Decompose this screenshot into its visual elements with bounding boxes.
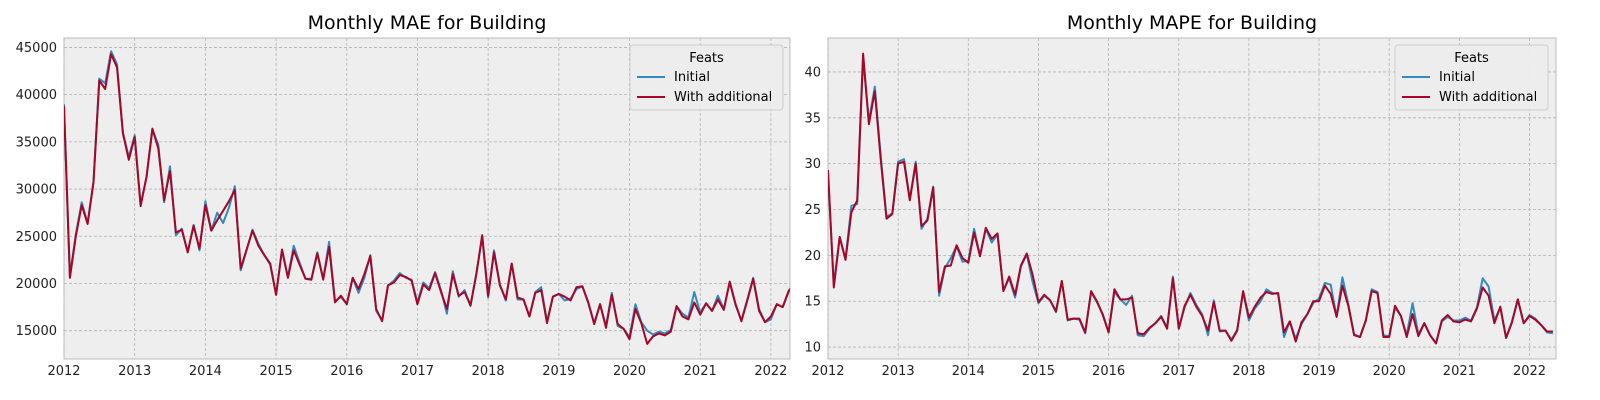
chart-title: Monthly MAE for Building [308, 12, 547, 34]
mae-chart: 2012 2013 2014 2015 2016 2017 2018 2019 2020 2021… [16, 12, 791, 379]
x-tick-label: 2021 [684, 364, 717, 379]
y-tick-label: 40 [804, 65, 821, 80]
x-tick-label: 2017 [401, 364, 434, 379]
x-tick-label: 2020 [1373, 364, 1406, 379]
y-tick-label: 25000 [16, 230, 57, 245]
legend-label: Initial [674, 70, 710, 85]
y-tick-label: 35 [804, 111, 821, 126]
y-tick-label: 40000 [16, 88, 57, 103]
x-tick-label: 2019 [1303, 364, 1336, 379]
legend-label: With additional [1439, 90, 1537, 105]
mape-chart: 2012 2013 2014 2015 2016 2017 2018 2019 2020 2021… [804, 12, 1557, 379]
legend-box [1394, 44, 1549, 111]
x-tick-label: 2017 [1162, 364, 1195, 379]
legend-label: With additional [674, 90, 772, 105]
x-tick-label: 2013 [882, 364, 915, 379]
y-tick-label: 15 [804, 295, 821, 310]
y-tick-label: 45000 [16, 41, 57, 56]
x-tick-label: 2018 [472, 364, 505, 379]
x-tick-label: 2022 [754, 364, 787, 379]
y-tick-label: 20 [804, 249, 821, 264]
x-tick-label: 2014 [189, 364, 222, 379]
x-tick-label: 2021 [1443, 364, 1476, 379]
y-tick-label: 20000 [16, 277, 57, 292]
x-tick-label: 2014 [952, 364, 985, 379]
legend-title: Feats [689, 51, 724, 66]
y-tick-label: 35000 [16, 135, 57, 150]
x-tick-label: 2019 [542, 364, 575, 379]
chart-title: Monthly MAPE for Building [1067, 12, 1317, 34]
x-tick-label: 2022 [1513, 364, 1546, 379]
x-tick-label: 2012 [47, 364, 80, 379]
x-tick-label: 2018 [1232, 364, 1265, 379]
legend-title: Feats [1454, 51, 1489, 66]
x-tick-label: 2016 [330, 364, 363, 379]
x-tick-label: 2015 [260, 364, 293, 379]
y-tick-label: 30 [804, 157, 821, 172]
legend-label: Initial [1439, 70, 1475, 85]
x-tick-label: 2013 [118, 364, 151, 379]
y-tick-label: 10 [804, 341, 821, 356]
legend-box [629, 44, 784, 111]
x-tick-label: 2016 [1092, 364, 1125, 379]
series-line-with-additional [828, 52, 1553, 345]
series-line-with-additional [64, 53, 790, 345]
x-tick-label: 2015 [1022, 364, 1055, 379]
x-tick-label: 2012 [811, 364, 844, 379]
y-tick-label: 25 [804, 203, 821, 218]
y-tick-label: 15000 [16, 324, 57, 339]
y-tick-label: 30000 [16, 183, 57, 198]
x-tick-label: 2020 [613, 364, 646, 379]
